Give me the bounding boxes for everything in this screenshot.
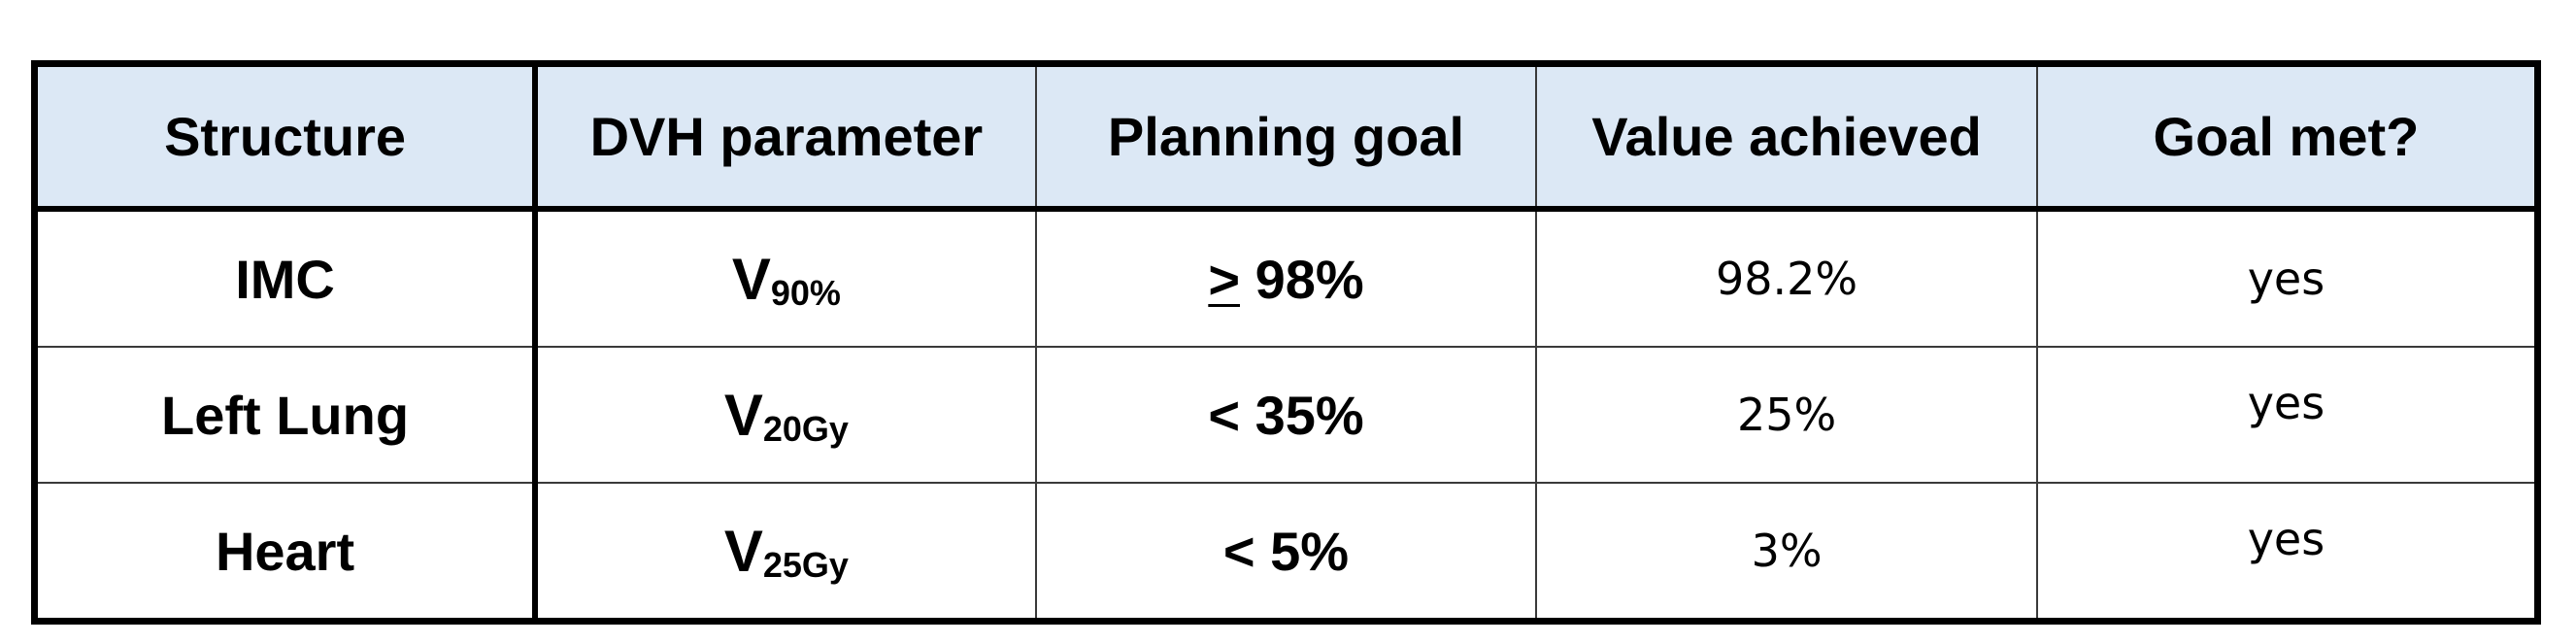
dvh-parameter-cell: V20Gy	[534, 346, 1037, 484]
goal-met-value: yes	[2247, 377, 2325, 429]
goal-value: 5%	[1255, 520, 1350, 582]
parameter-subscript: 20Gy	[762, 408, 849, 449]
goal-met-cell: yes	[2035, 208, 2539, 348]
dvh-parameter-cell: V90%	[534, 208, 1037, 348]
header-dvh-parameter: DVH parameter	[534, 62, 1037, 212]
parameter-symbol: V	[723, 382, 763, 448]
parameter-subscript: 90%	[770, 272, 841, 313]
structure-cell: Heart	[33, 482, 539, 623]
header-structure: Structure	[33, 62, 539, 212]
table-row: Left Lung V20Gy < 35% 25% yes	[33, 346, 2539, 484]
parameter-symbol: V	[731, 246, 771, 312]
planning-goal-cell: < 5%	[1034, 482, 1538, 623]
table-row: IMC V90% > 98% 98.2% yes	[33, 208, 2539, 348]
goal-operator: <	[1208, 384, 1241, 446]
goal-value: 98%	[1240, 248, 1364, 310]
goal-met-cell: yes	[2035, 482, 2539, 623]
value-achieved-cell: 98.2%	[1535, 208, 2038, 348]
header-planning-goal: Planning goal	[1034, 62, 1538, 212]
header-goal-met: Goal met?	[2035, 62, 2539, 212]
header-value-achieved: Value achieved	[1535, 62, 2038, 212]
parameter-subscript: 25Gy	[762, 544, 849, 585]
goal-operator: >	[1208, 248, 1241, 310]
structure-cell: Left Lung	[33, 346, 539, 484]
dvh-planning-table: Structure DVH parameter Planning goal Va…	[31, 60, 2541, 625]
goal-met-cell: yes	[2035, 346, 2539, 484]
goal-operator: <	[1222, 520, 1255, 582]
header-row: Structure DVH parameter Planning goal Va…	[33, 62, 2539, 212]
table-row: Heart V25Gy < 5% 3% yes	[33, 482, 2539, 623]
structure-cell: IMC	[33, 208, 539, 348]
goal-met-value: yes	[2247, 513, 2325, 565]
value-achieved-cell: 25%	[1535, 346, 2038, 484]
goal-met-value: yes	[2247, 253, 2325, 305]
value-achieved-cell: 3%	[1535, 482, 2038, 623]
dvh-parameter-cell: V25Gy	[534, 482, 1037, 623]
planning-goal-cell: < 35%	[1034, 346, 1538, 484]
planning-goal-cell: > 98%	[1034, 208, 1538, 348]
goal-value: 35%	[1240, 384, 1364, 446]
parameter-symbol: V	[723, 518, 763, 584]
dvh-table-container: Structure DVH parameter Planning goal Va…	[31, 60, 2541, 625]
